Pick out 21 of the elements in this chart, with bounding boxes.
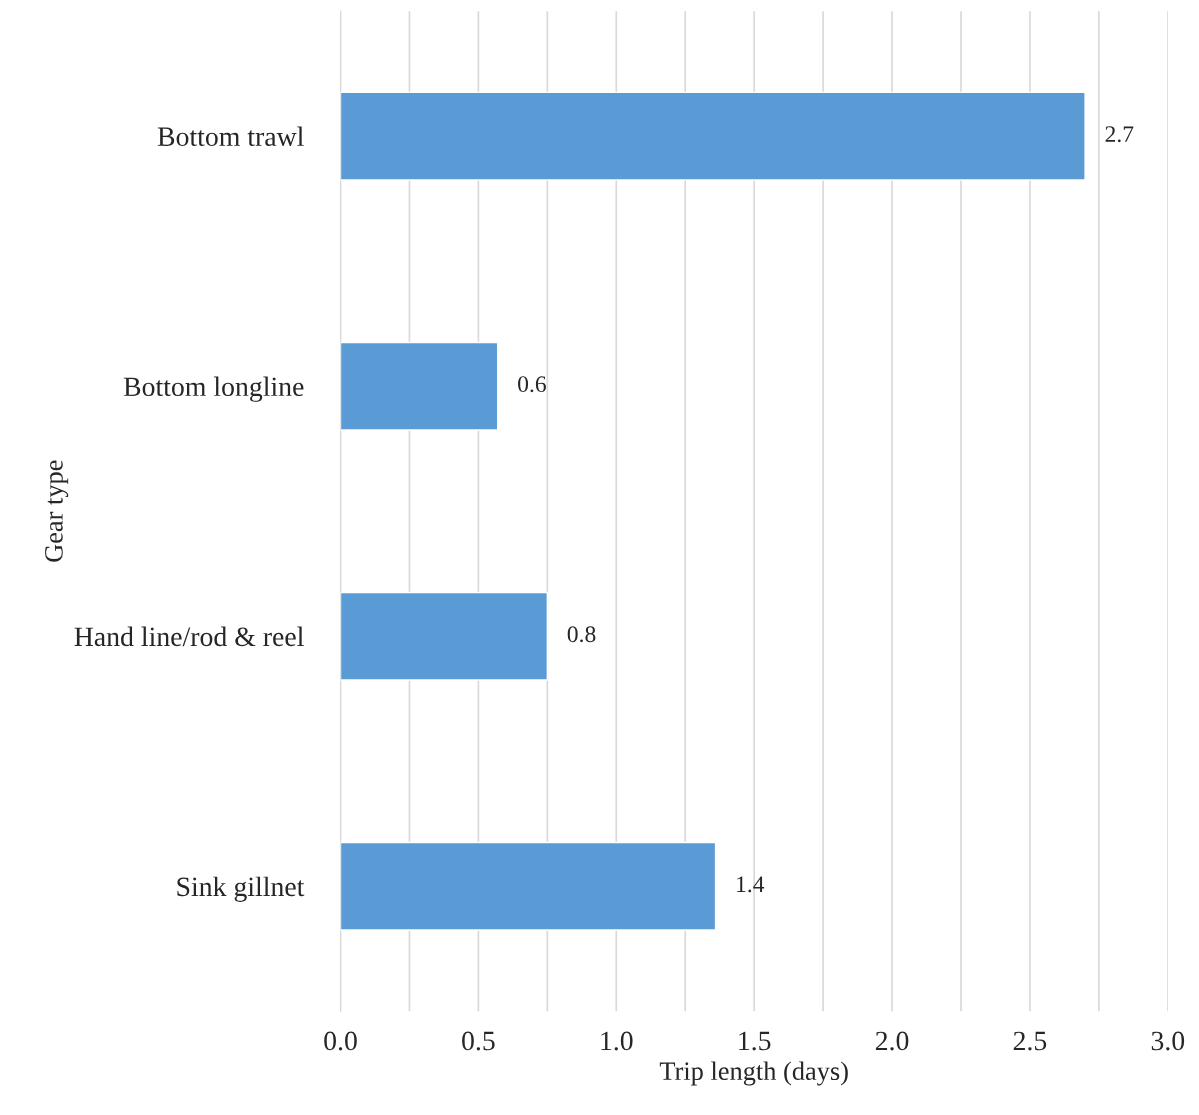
x-tick-label: 2.5: [1013, 1031, 1047, 1051]
bar: [340, 341, 499, 431]
bar: [340, 591, 549, 681]
y-axis-title: Gear type: [45, 460, 69, 562]
data-label: 0.8: [567, 626, 596, 643]
bar: [340, 91, 1086, 181]
data-label: 0.6: [518, 376, 546, 393]
bar: [340, 841, 717, 931]
x-tick-label: 0.0: [324, 1031, 357, 1051]
x-tick-label: 0.5: [462, 1031, 495, 1051]
x-tick-label: 2.0: [875, 1031, 909, 1051]
y-tick-label: Bottom longline: [123, 376, 304, 402]
x-axis-title: Trip length (days): [659, 1061, 848, 1086]
data-label: 2.7: [1105, 126, 1134, 143]
x-tick-label: 3.0: [1151, 1031, 1185, 1051]
x-tick-label: 1.5: [739, 1031, 771, 1051]
y-tick-label: Sink gillnet: [177, 876, 305, 902]
x-tick-label: 1.0: [601, 1031, 633, 1051]
y-tick-label: Hand line/rod & reel: [74, 626, 304, 647]
data-label: 1.4: [737, 876, 765, 893]
y-tick-label: Bottom trawl: [157, 126, 304, 147]
